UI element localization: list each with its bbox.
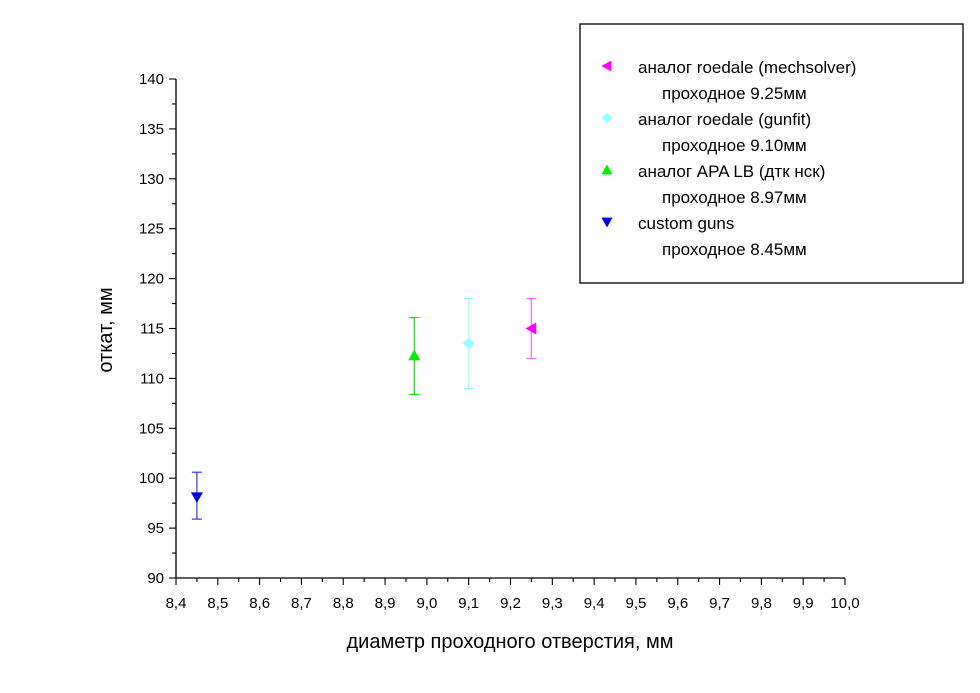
legend-sublabel: проходное 9.25мм: [662, 84, 807, 103]
legend-label: аналог roedale (mechsolver): [638, 58, 856, 77]
series-point-2: [408, 316, 421, 395]
x-tick-label: 8,6: [249, 595, 270, 612]
x-tick-label: 9,4: [584, 595, 605, 612]
legend-label: аналог APA LB (дтк нск): [638, 162, 825, 181]
y-tick-label: 135: [139, 121, 164, 138]
data-point-marker: [408, 349, 421, 361]
y-tick-label: 130: [139, 171, 164, 188]
legend-entry-2: аналог APA LB (дтк нск) проходное 8.97мм: [601, 162, 825, 207]
data-point-marker: [190, 492, 203, 504]
legend-marker: [601, 217, 613, 228]
y-tick-label: 115: [140, 321, 164, 338]
x-tick-label: 8,5: [207, 595, 228, 612]
x-tick-label: 9,8: [751, 595, 772, 612]
y-tick-label: 95: [147, 520, 164, 537]
y-tick-label: 125: [139, 221, 164, 238]
legend-label: custom guns: [638, 214, 734, 233]
y-tick-label: 120: [139, 271, 164, 288]
series-point-3: [190, 471, 203, 520]
x-tick-label: 9,9: [793, 595, 814, 612]
x-tick-label: 9,1: [458, 595, 479, 612]
legend-entry-3: custom guns проходное 8.45мм: [601, 214, 807, 259]
y-tick-label: 90: [147, 570, 164, 587]
data-point-marker: [525, 322, 537, 335]
legend-sublabel: проходное 8.45мм: [662, 240, 807, 259]
legend-marker: [601, 60, 612, 72]
legend-marker: [601, 112, 613, 124]
y-tick-label: 110: [140, 370, 164, 387]
x-tick-label: 9,7: [709, 595, 730, 612]
x-tick-label: 9,3: [542, 595, 563, 612]
legend-marker: [601, 164, 613, 175]
x-tick-label: 8,4: [166, 595, 187, 612]
legend: аналог roedale (mechsolver) проходное 9.2…: [579, 23, 964, 284]
y-tick-label: 105: [139, 420, 164, 437]
x-tick-label: 9,0: [416, 595, 437, 612]
legend-sublabel: проходное 8.97мм: [662, 188, 807, 207]
x-tick-label: 8,7: [291, 595, 312, 612]
legend-entry-0: аналог roedale (mechsolver) проходное 9.2…: [601, 58, 856, 103]
series-point-1: [462, 297, 475, 389]
x-tick-label: 10,0: [830, 595, 859, 612]
x-ticks: 8,4 8,5 8,6 8,7 8,8 8,9 9,0 9,1 9,2 9,3 9,4 9,5 9,6 9…: [166, 578, 860, 612]
legend-entry-1: аналог roedale (gunfit) проходное 9.10мм: [601, 110, 811, 155]
legend-box: [579, 23, 964, 284]
legend-sublabel: проходное 9.10мм: [662, 136, 807, 155]
series-point-0: [525, 297, 537, 360]
x-tick-label: 9,2: [500, 595, 521, 612]
x-tick-label: 8,8: [333, 595, 354, 612]
y-axis-title: откат, мм: [95, 287, 117, 372]
y-tick-label: 140: [139, 71, 164, 88]
x-tick-label: 9,5: [626, 595, 647, 612]
series-marks: [190, 297, 537, 520]
x-tick-label: 9,6: [667, 595, 688, 612]
legend-entries: аналог roedale (mechsolver) проходное 9.2…: [601, 58, 856, 259]
legend-label: аналог roedale (gunfit): [638, 110, 811, 129]
y-ticks: 90 95 100 105 110 115 120 125 130 135 140: [139, 71, 176, 587]
x-axis-title: диаметр проходного отверстия, мм: [347, 631, 674, 653]
x-tick-label: 8,9: [375, 595, 396, 612]
y-tick-label: 100: [139, 470, 164, 487]
data-point-marker: [462, 337, 475, 350]
